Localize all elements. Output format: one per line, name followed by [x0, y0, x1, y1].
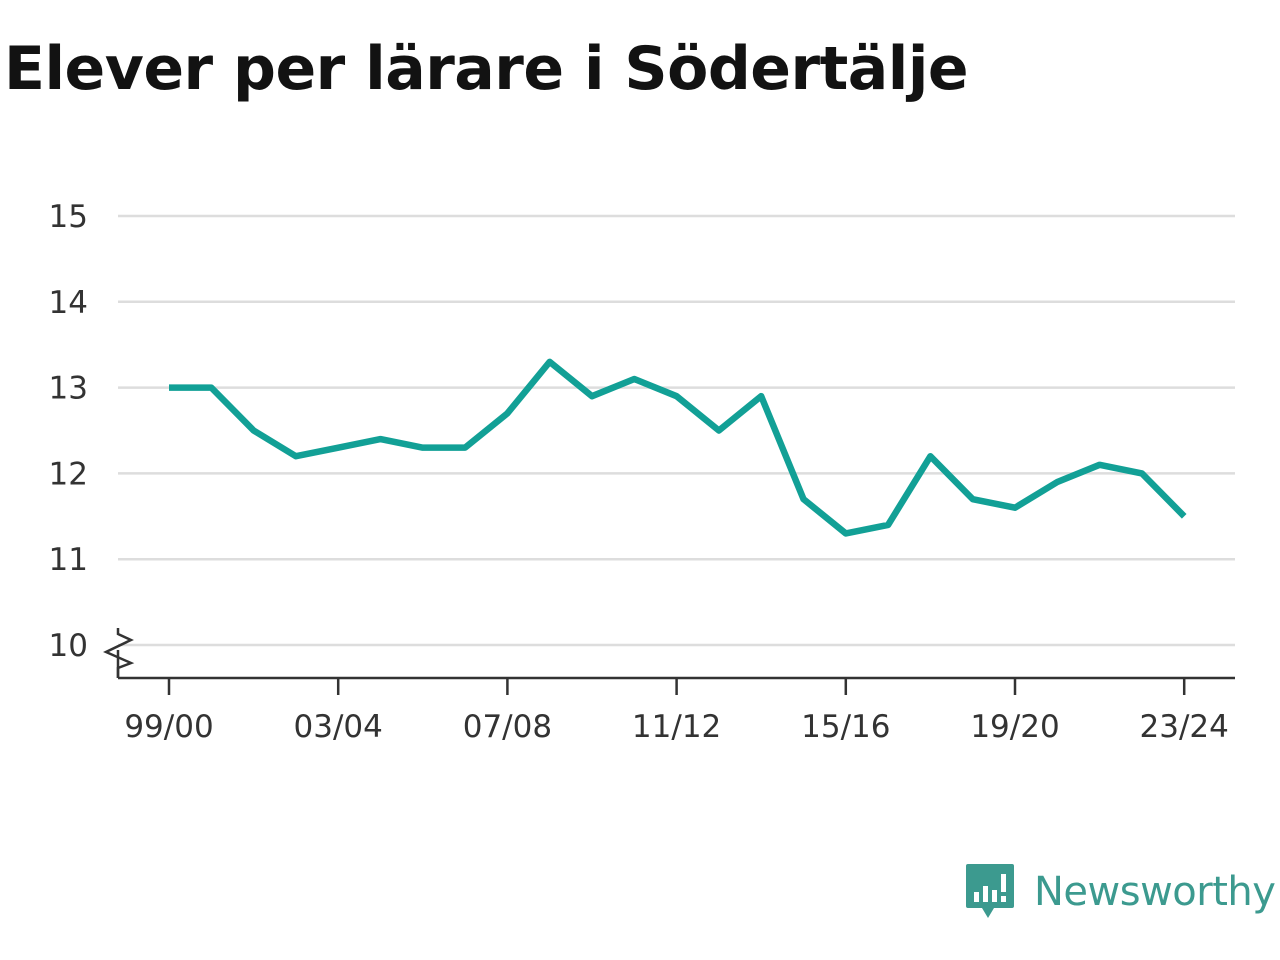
y-tick-label: 13 [49, 371, 88, 407]
x-tick-label: 03/04 [294, 709, 383, 745]
x-tick-label: 19/20 [970, 709, 1059, 745]
x-tick-label: 07/08 [463, 709, 552, 745]
y-axis-ticks: 10 11 12 13 14 15 [49, 199, 88, 664]
axis-break-icon [103, 628, 135, 678]
grid-lines [118, 214, 1235, 647]
y-tick-label: 14 [49, 285, 88, 321]
x-tick-label: 11/12 [632, 709, 721, 745]
y-tick-label: 11 [49, 542, 88, 578]
chart-title: Elever per lärare i Södertälje [4, 34, 969, 104]
series-layer [168, 358, 1187, 537]
y-tick-label: 12 [49, 456, 88, 492]
x-tick-label: 15/16 [801, 709, 890, 745]
axis-break-zigzag [103, 628, 135, 678]
x-tick-label: 99/00 [124, 709, 213, 745]
y-tick-label: 10 [49, 628, 88, 664]
x-axis [116, 650, 1235, 680]
y-tick-label: 15 [49, 199, 88, 235]
brand-logo: Newsworthy [964, 862, 1276, 922]
brand-name: Newsworthy [1034, 869, 1276, 915]
x-axis-ticks: 99/00 03/04 07/08 11/12 15/16 19/20 23/24 [124, 678, 1229, 745]
x-tick-label: 23/24 [1140, 709, 1229, 745]
bar-chart-speech-bubble-icon [966, 864, 1014, 918]
